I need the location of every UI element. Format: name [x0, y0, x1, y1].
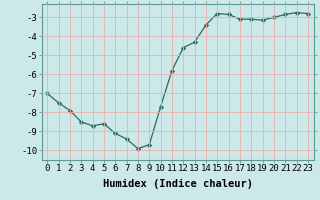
- X-axis label: Humidex (Indice chaleur): Humidex (Indice chaleur): [103, 179, 252, 189]
